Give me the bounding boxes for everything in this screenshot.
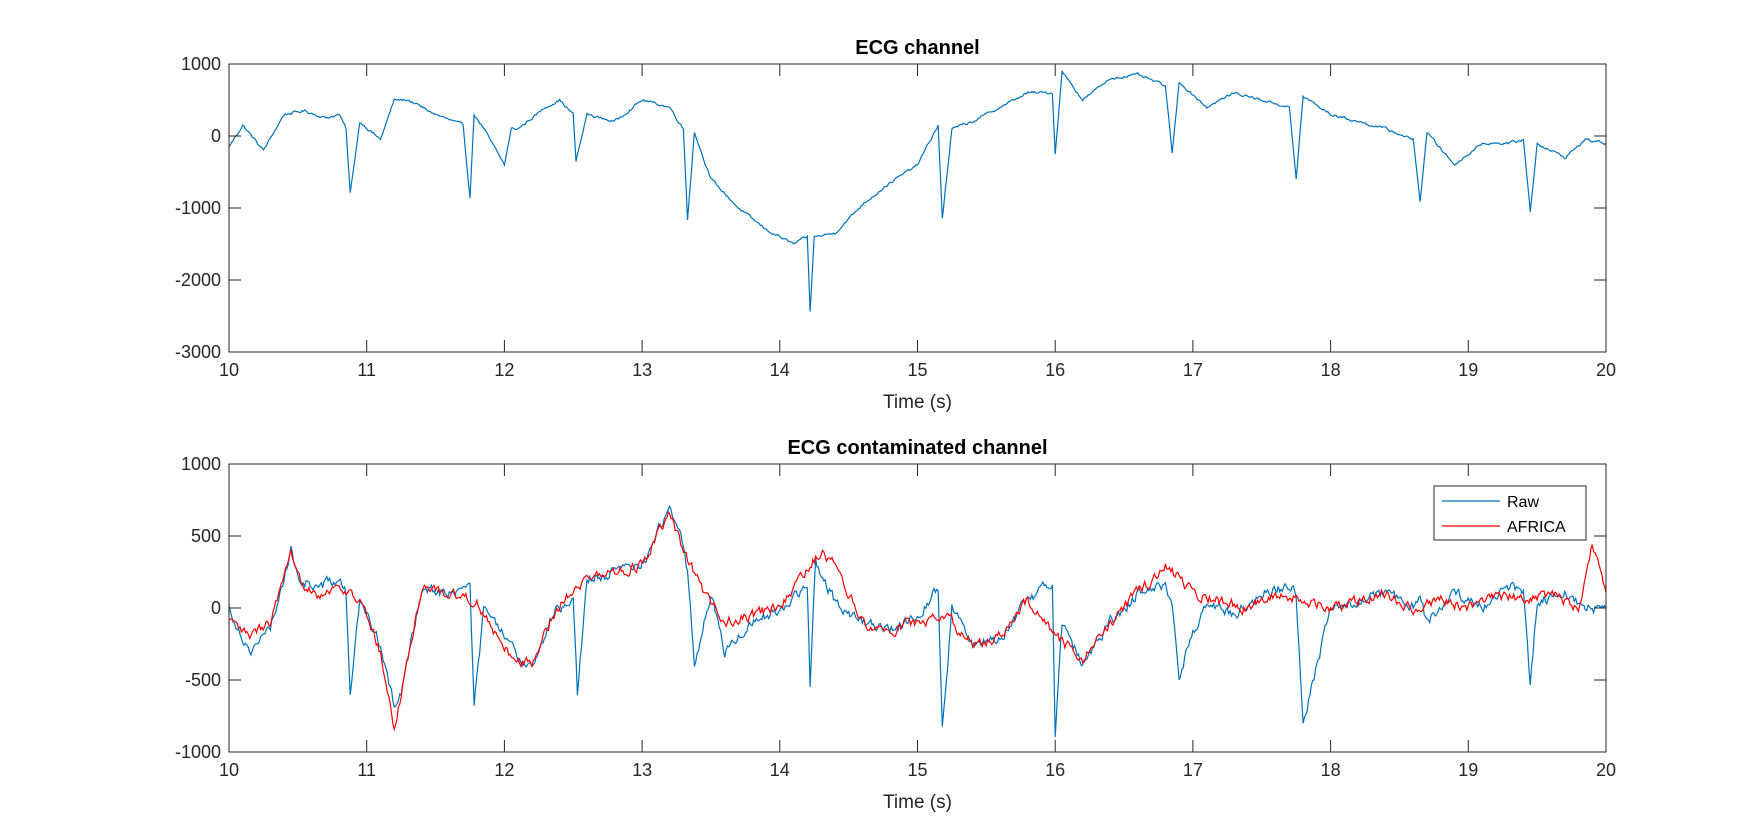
x-tick-label: 12 — [494, 760, 514, 780]
y-tick-label: -2000 — [175, 270, 221, 290]
y-tick-label: 1000 — [181, 54, 221, 74]
x-tick-label: 14 — [770, 760, 790, 780]
y-tick-label: 0 — [211, 598, 221, 618]
x-tick-label: 15 — [907, 760, 927, 780]
x-tick-label: 11 — [357, 360, 376, 380]
legend-label-raw: Raw — [1507, 494, 1539, 511]
x-tick-label: 17 — [1183, 760, 1203, 780]
ticks-layer: 10 11 12 13 14 15 16 17 18 19 20 -1000 -500 0 500 1000 — [175, 454, 1616, 780]
legend: Raw AFRICA — [1433, 485, 1587, 541]
x-axis-label: Time (s) — [883, 792, 952, 813]
x-tick-label: 13 — [632, 760, 652, 780]
y-tick-label: -1000 — [175, 198, 221, 218]
chart-title: ECG channel — [855, 37, 979, 59]
x-tick-label: 11 — [357, 760, 376, 780]
ticks-layer: 10 11 12 13 14 15 16 17 18 19 20 -3000 -2000 -1000 0 10… — [175, 54, 1616, 380]
x-tick-label: 16 — [1045, 360, 1065, 380]
plot-area — [228, 463, 1607, 753]
ecg-contaminated-channel-axes: ECG contaminated channel 10 11 12 13 14 15 16 1… — [175, 437, 1616, 813]
x-tick-label: 18 — [1321, 360, 1341, 380]
x-tick-label: 14 — [770, 360, 790, 380]
x-tick-label: 12 — [494, 360, 514, 380]
chart-title: ECG contaminated channel — [787, 437, 1047, 459]
series-line-raw — [229, 504, 1606, 738]
y-tick-label: 500 — [191, 526, 221, 546]
x-tick-label: 20 — [1596, 760, 1616, 780]
x-tick-label: 17 — [1183, 360, 1203, 380]
x-tick-label: 16 — [1045, 760, 1065, 780]
y-tick-label: 0 — [211, 126, 221, 146]
plot-area — [228, 63, 1607, 353]
x-axis-label: Time (s) — [883, 392, 952, 413]
y-tick-label: 1000 — [181, 454, 221, 474]
x-tick-label: 10 — [219, 360, 239, 380]
x-tick-label: 10 — [219, 760, 239, 780]
y-tick-label: -1000 — [175, 742, 221, 762]
legend-box — [1433, 485, 1587, 541]
x-tick-label: 19 — [1458, 760, 1478, 780]
y-tick-label: -500 — [185, 670, 221, 690]
legend-label-africa: AFRICA — [1507, 519, 1566, 536]
x-tick-label: 20 — [1596, 360, 1616, 380]
x-tick-label: 19 — [1458, 360, 1478, 380]
series-line-africa — [229, 510, 1606, 732]
x-tick-label: 13 — [632, 360, 652, 380]
series-line — [229, 70, 1606, 312]
y-tick-label: -3000 — [175, 342, 221, 362]
x-tick-label: 18 — [1321, 760, 1341, 780]
ecg-channel-axes: ECG channel 10 11 12 13 14 15 16 17 18 19 20 -3000 -… — [175, 37, 1616, 413]
x-tick-label: 15 — [907, 360, 927, 380]
